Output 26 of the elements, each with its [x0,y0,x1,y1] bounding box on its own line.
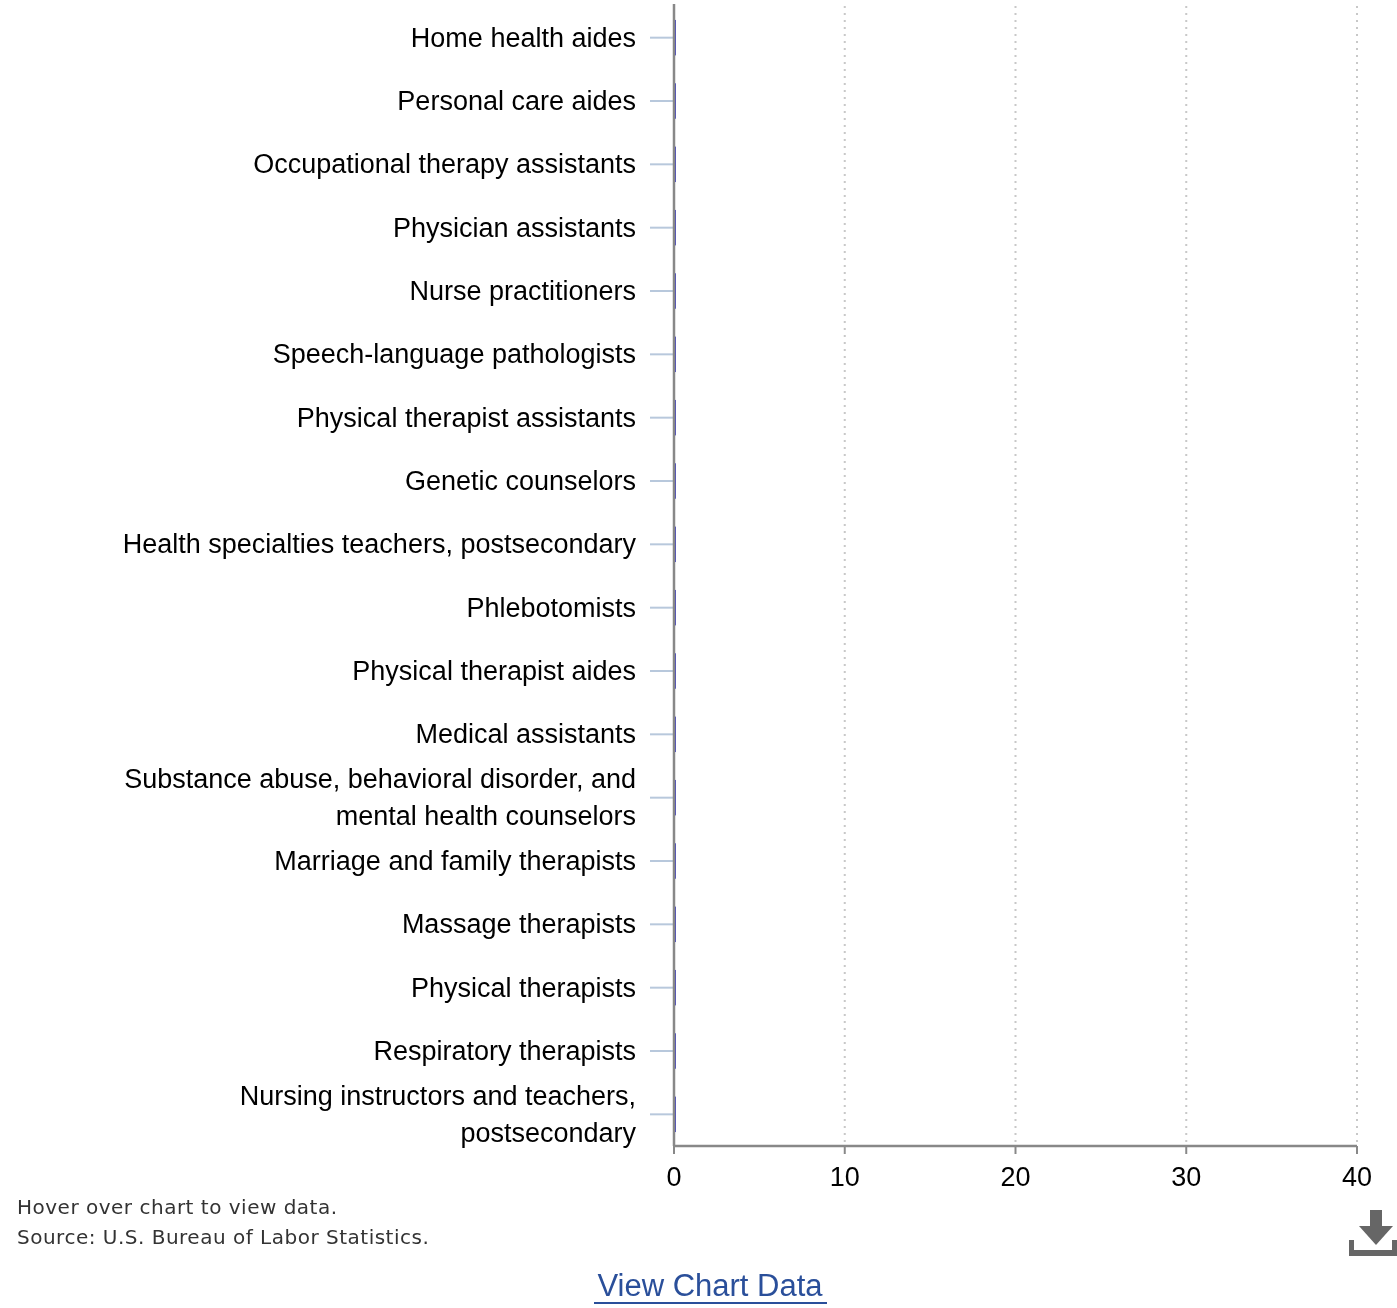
y-tick-label: Home health aides [410,22,636,53]
y-tick-label: Physical therapists [410,972,636,1003]
y-tick-label: Marriage and family therapists [274,846,636,876]
y-tick-label: Phlebotomists [466,592,636,623]
x-tick-label: 10 [829,1162,860,1192]
x-tick-label: 40 [1341,1162,1373,1192]
y-tick-label: Massage therapists [401,909,636,940]
y-tick-label: Health specialties teachers, postsecondary [122,529,637,560]
text: View Chart Data [597,1268,824,1303]
y-tick-label: Physical therapist assistants [296,402,636,433]
y-tick-label: Genetic counselors [404,466,636,496]
x-tick-label: 20 [1000,1162,1031,1192]
text: Hover over chart to view data. [17,1195,338,1219]
source-note: Source: U.S. Bureau of Labor Statistics. [17,1225,430,1249]
y-tick-label: Respiratory therapists [373,1036,636,1066]
y-tick-label: Physician assistants [392,212,636,243]
y-tick-label: Substance abuse, behavioral disorder, and mental health counselors [124,764,636,832]
y-tick-label: Medical assistants [415,719,636,750]
y-tick-label: Occupational therapy assistants [253,149,636,180]
y-tick-label: Physical therapist aides [352,656,636,686]
y-tick-label: Nurse practitioners [409,276,636,306]
y-tick-label: Speech-language pathologists [272,339,636,370]
y-tick-label: Personal care aides [397,86,636,116]
x-tick-label: 0 [666,1162,682,1192]
x-tick-label: 30 [1171,1162,1202,1192]
y-tick-label: Nursing instructors and teachers, postsecondary [239,1080,637,1148]
